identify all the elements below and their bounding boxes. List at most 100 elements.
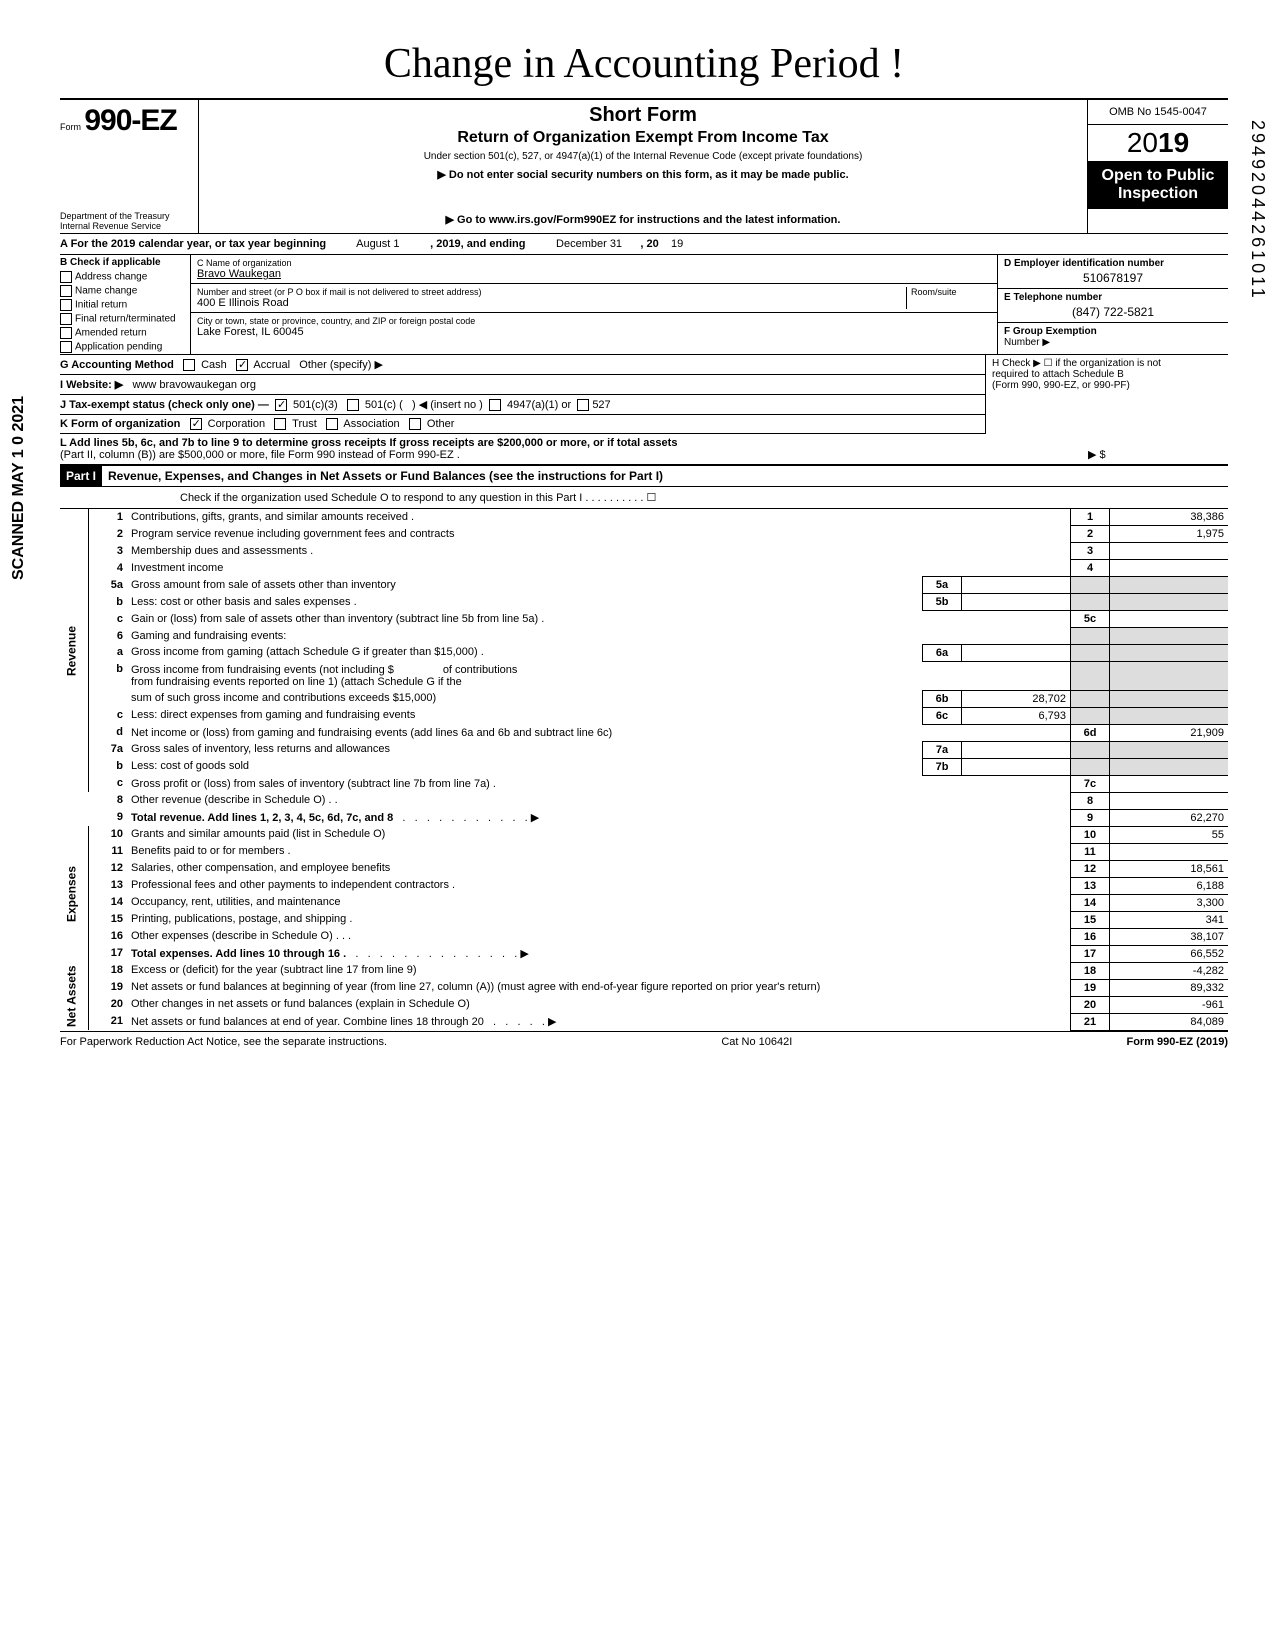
label-room-suite: Room/suite (906, 287, 991, 309)
line-6b-greyval (1110, 661, 1229, 690)
form-title: Return of Organization Exempt From Incom… (207, 129, 1079, 147)
line-12-box: 12 (1071, 860, 1110, 877)
label-phone: E Telephone number (1004, 292, 1102, 303)
line-1-val: 38,386 (1110, 509, 1229, 526)
ein-value: 510678197 (1004, 271, 1222, 285)
checkbox-name-change[interactable] (60, 285, 72, 297)
line-8-desc: Other revenue (describe in Schedule O) .… (127, 792, 1071, 809)
label-4947: 4947(a)(1) or (507, 399, 571, 411)
label-street: Number and street (or P O box if mail is… (197, 287, 906, 297)
checkbox-corp[interactable] (190, 418, 202, 430)
checkbox-accrual[interactable] (236, 359, 248, 371)
line-6a-greyval (1110, 644, 1229, 661)
open-public-1: Open to Public (1092, 167, 1224, 185)
checkbox-assoc[interactable] (326, 418, 338, 430)
line-7a-greyval (1110, 741, 1229, 758)
label-tax-exempt: J Tax-exempt status (check only one) — (60, 399, 269, 411)
line-6-desc: Gaming and fundraising events: (127, 628, 1071, 645)
line-l-text1: L Add lines 5b, 6c, and 7b to line 9 to … (60, 437, 677, 449)
line-7b-sub: 7b (923, 758, 962, 775)
line-12-num: 12 (89, 860, 128, 877)
line-10-val: 55 (1110, 826, 1229, 843)
line-5c-desc: Gain or (loss) from sale of assets other… (127, 611, 1071, 628)
line-10-num: 10 (89, 826, 128, 843)
line-6b-subval: 28,702 (962, 690, 1071, 707)
line-3-box: 3 (1071, 543, 1110, 560)
line-6c-num: c (89, 707, 128, 724)
checkbox-501c3[interactable] (275, 399, 287, 411)
label-h-check: H Check ▶ ☐ if the organization is not (992, 358, 1222, 369)
line-6d-desc: Net income or (loss) from gaming and fun… (127, 724, 1071, 741)
line-15-desc: Printing, publications, postage, and shi… (127, 911, 1071, 928)
checkbox-initial-return[interactable] (60, 299, 72, 311)
line-6c-sub: 6c (923, 707, 962, 724)
line-5b-subval (962, 594, 1071, 611)
label-501c3: 501(c)(3) (293, 399, 338, 411)
line-15-num: 15 (89, 911, 128, 928)
line-1-box: 1 (1071, 509, 1110, 526)
label-h-schedule-b: required to attach Schedule B (992, 369, 1222, 380)
tax-year-end: 19 (671, 238, 683, 250)
line-6c-greybox (1071, 707, 1110, 724)
footer-right-year: (2019) (1193, 1036, 1228, 1048)
checkbox-501c[interactable] (347, 399, 359, 411)
short-form-label: Short Form (207, 104, 1079, 127)
line-7a-greybox (1071, 741, 1110, 758)
line-7b-num: b (89, 758, 128, 775)
line-17-num: 17 (89, 945, 128, 962)
line-7a-desc: Gross sales of inventory, less returns a… (127, 741, 923, 758)
checkbox-other-org[interactable] (409, 418, 421, 430)
checkbox-final-return[interactable] (60, 313, 72, 325)
line-21-num: 21 (89, 1013, 128, 1030)
checkbox-cash[interactable] (183, 359, 195, 371)
checkbox-4947[interactable] (489, 399, 501, 411)
line-4-val (1110, 560, 1229, 577)
line-14-box: 14 (1071, 894, 1110, 911)
line-5a-subval (962, 577, 1071, 594)
revenue-table: Revenue 1 Contributions, gifts, grants, … (60, 509, 1228, 1031)
line-2-desc: Program service revenue including govern… (127, 526, 1071, 543)
checkbox-amended[interactable] (60, 327, 72, 339)
line-14-desc: Occupancy, rent, utilities, and maintena… (127, 894, 1071, 911)
label-assoc: Association (343, 418, 399, 430)
line-18-val: -4,282 (1110, 962, 1229, 979)
label-cash: Cash (201, 359, 227, 371)
line-9-num: 9 (89, 809, 128, 826)
checkbox-pending[interactable] (60, 341, 72, 353)
line-6b-desc-mid: of contributions (443, 664, 518, 676)
label-insert-no: ) ◀ (insert no ) (412, 399, 483, 411)
line-18-box: 18 (1071, 962, 1110, 979)
city-state-zip: Lake Forest, IL 60045 (197, 326, 991, 338)
label-group-number: Number ▶ (1004, 337, 1050, 348)
line-20-desc: Other changes in net assets or fund bala… (127, 996, 1071, 1013)
label-org-name: C Name of organization (197, 258, 991, 268)
part-1-title: Revenue, Expenses, and Changes in Net As… (102, 466, 669, 486)
line-5a-greyval (1110, 577, 1229, 594)
label-h-forms: (Form 990, 990-EZ, or 990-PF) (992, 380, 1222, 391)
line-19-val: 89,332 (1110, 979, 1229, 996)
line-7a-subval (962, 741, 1071, 758)
footer-mid: Cat No 10642I (721, 1036, 792, 1048)
line-9-desc: Total revenue. Add lines 1, 2, 3, 4, 5c,… (131, 812, 393, 824)
checkbox-trust[interactable] (274, 418, 286, 430)
line-4-num: 4 (89, 560, 128, 577)
line-6b-desc2: from fundraising events reported on line… (131, 676, 462, 688)
line-5a-sub: 5a (923, 577, 962, 594)
column-de: D Employer identification number 5106781… (998, 255, 1228, 354)
checkbox-527[interactable] (577, 399, 589, 411)
line-5a-greybox (1071, 577, 1110, 594)
label-group-exempt: F Group Exemption (1004, 326, 1097, 337)
line-9-box: 9 (1071, 809, 1110, 826)
line-7b-greyval (1110, 758, 1229, 775)
line-5b-num: b (89, 594, 128, 611)
label-name-change: Name change (75, 286, 137, 297)
checkbox-address-change[interactable] (60, 271, 72, 283)
scan-stamp: SCANNED MAY 1 0 2021 (10, 396, 28, 580)
line-3-val (1110, 543, 1229, 560)
line-6b-sub: 6b (923, 690, 962, 707)
line-16-num: 16 (89, 928, 128, 945)
line-6b-greybox2 (1071, 690, 1110, 707)
label-trust: Trust (292, 418, 317, 430)
footer-left: For Paperwork Reduction Act Notice, see … (60, 1036, 387, 1048)
omb-number: OMB No 1545-0047 (1088, 100, 1228, 125)
